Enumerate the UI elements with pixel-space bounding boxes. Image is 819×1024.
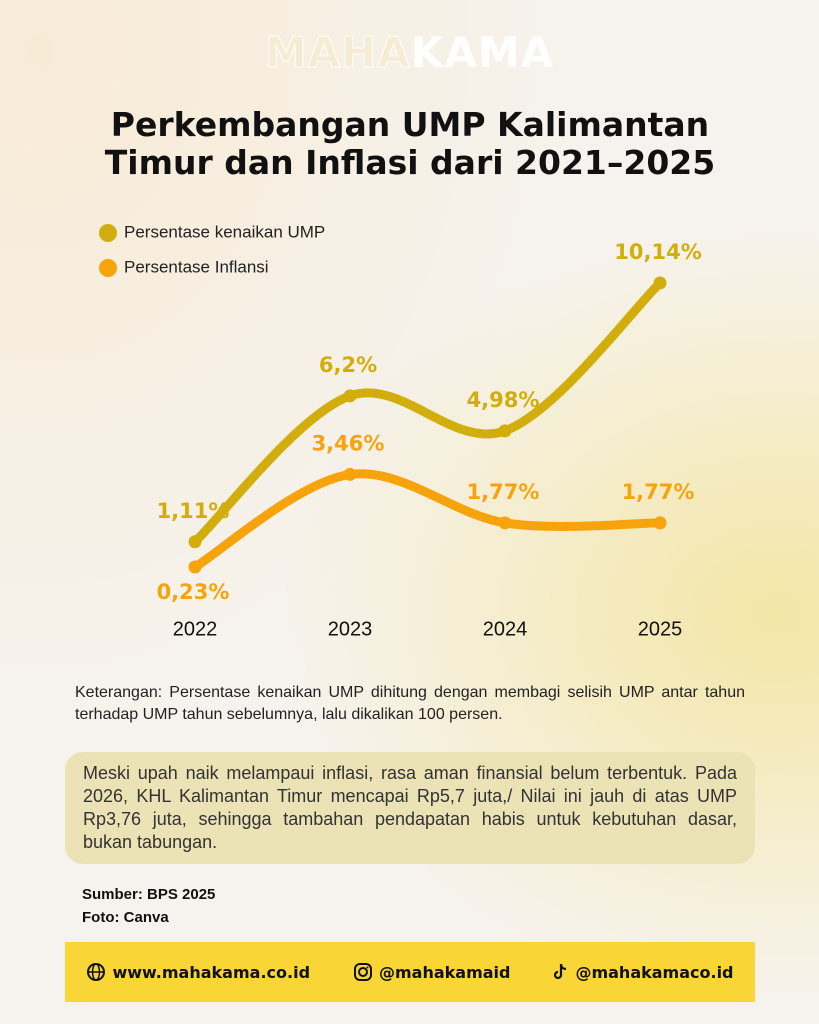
point xyxy=(188,560,202,574)
tiktok-icon xyxy=(554,963,567,980)
point xyxy=(498,516,512,530)
x-tick-label: 2022 xyxy=(173,618,218,640)
footer-item[interactable]: @mahakamaid xyxy=(353,962,511,982)
legend-label: Persentase Inflansi xyxy=(124,257,269,276)
source: Sumber: BPS 2025 xyxy=(82,886,216,903)
x-tick-label: 2025 xyxy=(638,618,683,640)
value-label: 4,98% xyxy=(467,388,540,412)
globe-icon xyxy=(87,963,106,981)
value-label: 1,77% xyxy=(622,480,695,504)
chart: Persentase kenaikan UMP Persentase Inflan… xyxy=(99,222,702,640)
value-label: 10,14% xyxy=(614,240,701,264)
tiktok[interactable]: @mahakamaco.id xyxy=(575,962,734,982)
chart-title: Perkembangan UMP Kalimantan Timur dan In… xyxy=(104,105,716,182)
legend-marker xyxy=(99,259,117,277)
instagram[interactable]: @mahakamaid xyxy=(378,962,511,982)
instagram-icon xyxy=(353,963,372,981)
legend-label: Persentase kenaikan UMP xyxy=(124,222,325,241)
value-label: 1,77% xyxy=(467,480,540,504)
value-label: 1,11% xyxy=(157,499,230,523)
footer-item[interactable]: @mahakamaco.id xyxy=(553,962,734,982)
brand-light: MAHA xyxy=(264,28,411,78)
footer: www.mahakama.co.id @mahakamaid @mahakama… xyxy=(65,942,755,1002)
value-label: 6,2% xyxy=(319,353,377,377)
series-line xyxy=(190,278,665,547)
value-label: 0,23% xyxy=(157,580,230,604)
point xyxy=(498,424,512,438)
point xyxy=(188,535,202,549)
point xyxy=(343,389,357,403)
point xyxy=(653,276,667,290)
series-line xyxy=(190,469,665,572)
brand: MAHAKAMA xyxy=(0,28,819,78)
value-label: 3,46% xyxy=(312,431,385,455)
x-tick-label: 2024 xyxy=(483,618,528,640)
photo-credit: Foto: Canva xyxy=(82,909,169,926)
brand-bold: KAMA xyxy=(410,28,555,77)
website[interactable]: www.mahakama.co.id xyxy=(112,962,311,982)
point xyxy=(343,467,357,481)
point xyxy=(653,516,667,530)
x-tick-label: 2023 xyxy=(328,618,373,640)
highlight-box: Meski upah naik melampaui inflasi, rasa … xyxy=(65,752,755,864)
note: Keterangan: Persentase kenaikan UMP dihi… xyxy=(75,684,745,723)
legend-marker xyxy=(99,224,117,242)
footer-item[interactable]: www.mahakama.co.id xyxy=(86,962,310,982)
